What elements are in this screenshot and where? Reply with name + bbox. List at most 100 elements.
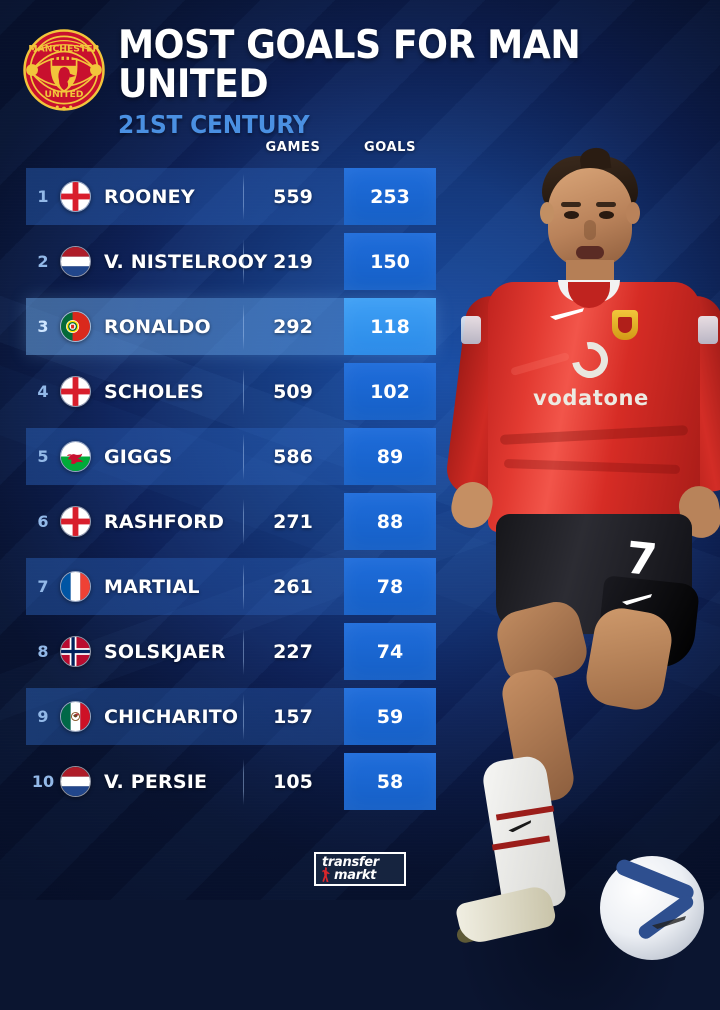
flag-france-icon (60, 571, 91, 602)
column-divider (243, 239, 244, 285)
table-row[interactable]: 1 ROONEY 559 253 (0, 164, 450, 229)
row-games-value: 509 (273, 380, 313, 403)
row-games-value: 105 (273, 770, 313, 793)
row-rank: 4 (37, 382, 49, 401)
column-divider (243, 369, 244, 415)
footer: transfer markt (0, 852, 720, 886)
flag-norway-icon (60, 636, 91, 667)
player-brow-right (596, 202, 616, 207)
row-rank: 2 (37, 252, 49, 271)
row-goals-value: 59 (344, 688, 436, 745)
premier-league-badge-left (461, 316, 481, 344)
table-row[interactable]: 4 SCHOLES 509 102 (0, 359, 450, 424)
shirt-club-crest-icon (612, 310, 638, 340)
column-divider (243, 759, 244, 805)
page-title: MOST GOALS FOR MAN UNITED (118, 23, 581, 107)
transfermarkt-logo-line2: markt (334, 868, 377, 883)
column-header-games: GAMES (265, 140, 321, 155)
table-row[interactable]: 6 RASHFORD 271 88 (0, 489, 450, 554)
flag-mexico-icon (60, 701, 91, 732)
player-ear-left (540, 202, 554, 224)
player-brow-left (561, 202, 581, 207)
row-goals-value: 88 (344, 493, 436, 550)
table-rows: 1 ROONEY 559 253 2 V. NISTELROOY 219 150 3 RONALD… (0, 164, 450, 814)
row-rank: 5 (37, 447, 49, 466)
shirt-sponsor-text: vodatone (533, 386, 649, 410)
player-photo: vodatone 7 (430, 110, 720, 1010)
title-block: MOST GOALS FOR MAN UNITED 21ST CENTURY (118, 26, 720, 137)
row-player-name: SOLSKJAER (104, 640, 226, 663)
row-goals-value: 102 (344, 363, 436, 420)
row-goals-value: 74 (344, 623, 436, 680)
row-player-name: V. NISTELROOY (104, 250, 268, 273)
svg-text:MANCHESTER: MANCHESTER (28, 44, 99, 55)
column-divider (243, 434, 244, 480)
transfermarkt-figure-icon (322, 867, 330, 882)
player-nose (584, 220, 596, 240)
flag-england-icon (60, 181, 91, 212)
row-games-value: 586 (273, 445, 313, 468)
column-divider (243, 304, 244, 350)
row-rank: 3 (37, 317, 49, 336)
row-games-value: 292 (273, 315, 313, 338)
player-ear-right (626, 202, 640, 224)
row-player-name: RONALDO (104, 315, 211, 338)
flag-netherlands-icon (60, 246, 91, 277)
row-player-name: MARTIAL (104, 575, 200, 598)
row-games-value: 227 (273, 640, 313, 663)
table-row[interactable]: 7 MARTIAL 261 78 (0, 554, 450, 619)
table-column-headers: GAMES GOALS (0, 132, 450, 164)
column-header-goals: GOALS (363, 140, 417, 155)
row-player-name: RASHFORD (104, 510, 225, 533)
table-row[interactable]: 9 CHICHARITO 157 59 (0, 684, 450, 749)
player-eye-left (564, 211, 579, 219)
table-row[interactable]: 5 GIGGS 586 89 (0, 424, 450, 489)
row-goals-value: 150 (344, 233, 436, 290)
player-shirt (488, 282, 700, 532)
table-row[interactable]: 3 RONALDO 292 118 (0, 294, 450, 359)
column-divider (243, 564, 244, 610)
row-rank: 8 (37, 642, 49, 661)
table-row[interactable]: 2 V. NISTELROOY 219 150 (0, 229, 450, 294)
shirt-number: 7 (623, 532, 660, 587)
table-row[interactable]: 8 SOLSKJAER 227 74 (0, 619, 450, 684)
header: MANCHESTER UNITED MOST GOALS FOR MAN UNI… (0, 0, 720, 137)
row-rank: 6 (37, 512, 49, 531)
page-subtitle: 21ST CENTURY (118, 110, 310, 139)
transfermarkt-logo[interactable]: transfer markt (314, 852, 406, 886)
column-divider (243, 499, 244, 545)
column-divider (243, 694, 244, 740)
table-row[interactable]: 10 V. PERSIE 105 58 (0, 749, 450, 814)
player-mouth (576, 246, 604, 259)
row-rank: 1 (37, 187, 49, 206)
flag-england-icon (60, 376, 91, 407)
row-goals-value: 89 (344, 428, 436, 485)
column-divider (243, 174, 244, 220)
player-eye-right (599, 211, 614, 219)
row-goals-value: 118 (344, 298, 436, 355)
flag-portugal-icon (60, 311, 91, 342)
row-rank: 10 (31, 772, 55, 791)
row-player-name: SCHOLES (104, 380, 204, 403)
row-games-value: 219 (273, 250, 313, 273)
row-player-name: CHICHARITO (104, 705, 239, 728)
row-games-value: 559 (273, 185, 313, 208)
leaderboard-table: GAMES GOALS 1 ROONEY 559 253 2 V. NISTELROOY 2… (0, 132, 450, 814)
flag-netherlands-icon (60, 766, 91, 797)
row-player-name: GIGGS (104, 445, 173, 468)
row-goals-value: 253 (344, 168, 436, 225)
row-games-value: 261 (273, 575, 313, 598)
row-goals-value: 58 (344, 753, 436, 810)
row-rank: 9 (37, 707, 49, 726)
premier-league-badge-right (698, 316, 718, 344)
column-divider (243, 629, 244, 675)
svg-text:UNITED: UNITED (45, 89, 84, 100)
row-player-name: ROONEY (104, 185, 195, 208)
flag-wales-icon (60, 441, 91, 472)
manchester-united-crest-icon: MANCHESTER UNITED (22, 26, 106, 114)
nike-swoosh-icon (622, 594, 652, 605)
row-games-value: 271 (273, 510, 313, 533)
row-rank: 7 (37, 577, 49, 596)
row-goals-value: 78 (344, 558, 436, 615)
row-player-name: V. PERSIE (104, 770, 208, 793)
